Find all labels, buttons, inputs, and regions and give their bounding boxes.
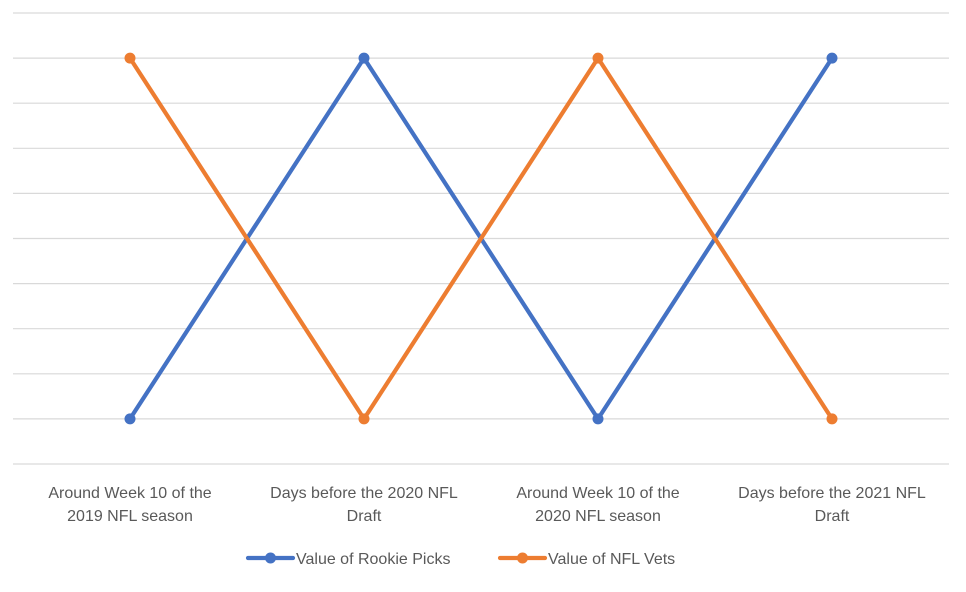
data-point-series-0-1 [358, 52, 370, 64]
series-lines [124, 52, 838, 425]
series-line-1 [127, 55, 835, 421]
legend-swatch-marker [517, 552, 528, 564]
data-point-series-0-3 [826, 52, 838, 64]
legend: Value of Rookie Picks Value of NFL Vets [245, 551, 675, 568]
legend-label: Value of NFL Vets [548, 551, 675, 568]
data-point-series-0-0 [124, 413, 136, 425]
data-point-series-1-0 [124, 52, 136, 64]
legend-swatch-marker [265, 552, 276, 564]
x-tick-label: Days before the 2020 NFL Draft [270, 485, 458, 525]
data-point-series-0-2 [592, 413, 604, 425]
x-tick-label: Days before the 2021 NFL Draft [738, 485, 926, 525]
x-axis-tick-labels: Around Week 10 of the 2019 NFL season Days… [48, 485, 926, 525]
legend-item-0: Value of Rookie Picks [245, 551, 450, 568]
x-tick-label: Around Week 10 of the 2019 NFL season [48, 485, 211, 525]
data-point-series-1-3 [826, 413, 838, 425]
x-tick-label: Around Week 10 of the 2020 NFL season [516, 485, 679, 525]
legend-item-1: Value of NFL Vets [497, 551, 675, 568]
data-point-series-1-2 [592, 52, 604, 64]
data-point-series-1-1 [358, 413, 370, 425]
legend-label: Value of Rookie Picks [296, 551, 450, 568]
